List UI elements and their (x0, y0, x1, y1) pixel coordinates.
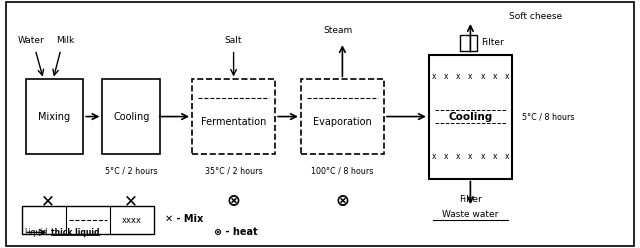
Bar (102, 79, 160, 154)
Text: Water: Water (17, 36, 44, 45)
Bar (26, 79, 83, 154)
Text: x: x (468, 72, 473, 81)
Text: x: x (504, 72, 509, 81)
Text: Filter: Filter (481, 38, 504, 47)
Text: x: x (456, 152, 461, 161)
Text: x: x (492, 152, 497, 161)
Text: Cooling: Cooling (113, 112, 149, 122)
Bar (301, 79, 384, 154)
Text: 5°C / 8 hours: 5°C / 8 hours (522, 112, 574, 121)
Text: Steam: Steam (323, 26, 353, 35)
Text: Evaporation: Evaporation (313, 117, 372, 126)
Bar (22, 206, 154, 234)
Text: x: x (480, 152, 485, 161)
Bar (429, 55, 512, 179)
Text: ⊗: ⊗ (335, 192, 349, 210)
Text: x: x (444, 72, 449, 81)
Text: x: x (431, 72, 436, 81)
Text: Milk: Milk (56, 36, 74, 45)
Text: Cooling: Cooling (448, 112, 493, 122)
Text: 5°C / 2 hours: 5°C / 2 hours (105, 167, 157, 176)
Text: Fermentation: Fermentation (201, 117, 266, 126)
Bar (192, 79, 275, 154)
Text: xxxx: xxxx (122, 216, 141, 225)
Text: x: x (492, 72, 497, 81)
Text: 100°C / 8 hours: 100°C / 8 hours (311, 167, 374, 176)
Bar (460, 35, 477, 51)
Text: x: x (444, 152, 449, 161)
Text: x: x (504, 152, 509, 161)
Text: Salt: Salt (225, 36, 243, 45)
Text: Mixing: Mixing (38, 112, 70, 122)
Text: Soft cheese: Soft cheese (509, 12, 562, 21)
Text: ⊗ - heat: ⊗ - heat (214, 227, 258, 237)
Text: ✕: ✕ (124, 192, 138, 210)
Text: x: x (456, 72, 461, 81)
Text: ✕ - Mix: ✕ - Mix (165, 214, 204, 224)
Text: ⊗: ⊗ (227, 192, 241, 210)
Text: 35°C / 2 hours: 35°C / 2 hours (205, 167, 262, 176)
Text: Liquid: Liquid (24, 228, 48, 237)
Text: x: x (480, 72, 485, 81)
Text: x: x (431, 152, 436, 161)
Text: thick liquid: thick liquid (51, 228, 100, 237)
Text: Filter: Filter (459, 195, 482, 204)
Text: ✕: ✕ (41, 192, 55, 210)
Text: Waste water: Waste water (442, 210, 499, 219)
Text: x: x (468, 152, 473, 161)
